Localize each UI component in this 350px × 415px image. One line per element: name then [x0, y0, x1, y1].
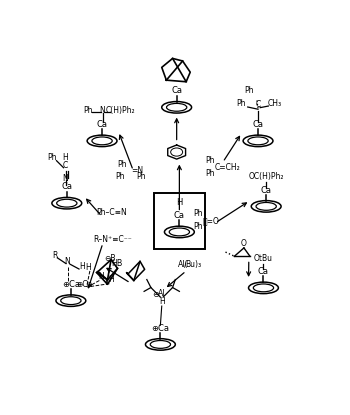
Text: ⊕Ca: ⊕Ca — [77, 280, 93, 288]
Text: C: C — [63, 161, 68, 170]
Text: Ph: Ph — [136, 172, 146, 181]
Text: Ph: Ph — [118, 160, 127, 168]
Text: ⊕Ca: ⊕Ca — [152, 324, 169, 332]
Text: Ph: Ph — [47, 153, 57, 162]
Text: Ph: Ph — [193, 222, 202, 231]
Text: OtBu: OtBu — [254, 254, 273, 263]
Text: N: N — [100, 106, 105, 115]
Text: Ph: Ph — [244, 86, 254, 95]
Text: OC(H)Ph₂: OC(H)Ph₂ — [248, 173, 284, 181]
Text: H: H — [85, 263, 91, 271]
Text: Ca: Ca — [61, 182, 72, 191]
Text: Ca: Ca — [97, 120, 107, 129]
Text: Ph: Ph — [116, 172, 125, 181]
Text: H: H — [159, 297, 164, 306]
Text: C=CH₂: C=CH₂ — [215, 163, 240, 172]
Text: R: R — [52, 251, 58, 260]
Text: R–N⁺≡C⁻⁻: R–N⁺≡C⁻⁻ — [93, 235, 132, 244]
Text: CH₃: CH₃ — [267, 99, 281, 107]
Text: Ph: Ph — [205, 156, 215, 166]
Text: Al(: Al( — [177, 260, 188, 269]
Text: ⊕Ca: ⊕Ca — [62, 280, 80, 289]
Text: Ca: Ca — [171, 86, 182, 95]
Text: C: C — [256, 100, 261, 109]
Text: Ph: Ph — [205, 169, 215, 178]
Text: Ph–C≡N: Ph–C≡N — [97, 208, 127, 217]
Text: H: H — [63, 153, 68, 162]
FancyBboxPatch shape — [154, 193, 205, 249]
Text: i: i — [184, 263, 186, 269]
Text: Bu)₃: Bu)₃ — [185, 260, 201, 269]
Text: Ph: Ph — [237, 99, 246, 108]
Text: Ca: Ca — [258, 267, 269, 276]
Text: N: N — [63, 174, 68, 183]
Text: C(H)Ph₂: C(H)Ph₂ — [106, 106, 135, 115]
Text: Ph: Ph — [193, 209, 202, 218]
Text: Ca: Ca — [261, 186, 272, 195]
Text: =N: =N — [131, 166, 144, 175]
Text: Ph: Ph — [83, 106, 93, 115]
Text: H: H — [108, 275, 114, 284]
Text: H: H — [176, 198, 183, 207]
Text: HB: HB — [111, 259, 122, 268]
Text: N: N — [65, 257, 70, 266]
Text: ⊖: ⊖ — [152, 290, 159, 299]
Text: O: O — [241, 239, 247, 248]
Text: Ca: Ca — [174, 211, 185, 220]
Text: H: H — [79, 262, 85, 271]
Text: H: H — [98, 271, 104, 281]
Text: 〉=O: 〉=O — [202, 216, 219, 225]
Text: Ca: Ca — [253, 120, 264, 129]
Text: ⊖B: ⊖B — [104, 254, 116, 263]
Text: Al: Al — [158, 289, 166, 298]
